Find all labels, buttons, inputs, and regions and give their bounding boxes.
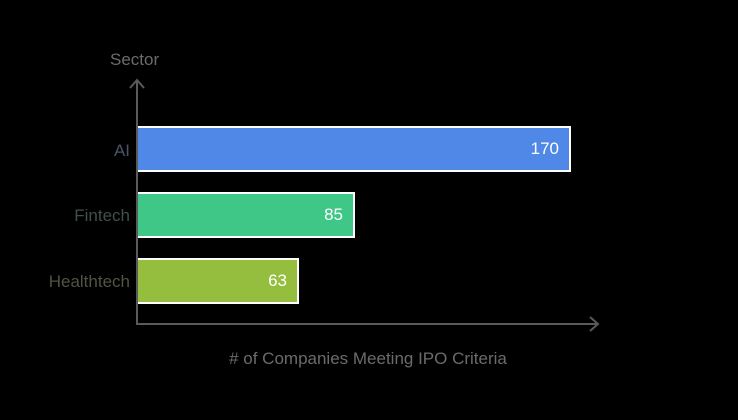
category-label-ai: AI (113, 141, 130, 160)
category-label-fintech: Fintech (74, 206, 130, 225)
bar-value-fintech: 85 (324, 205, 343, 224)
bar-ai[interactable]: 170 (138, 126, 571, 172)
bar-healthtech[interactable]: 63 (138, 258, 299, 304)
bar-value-healthtech: 63 (268, 271, 287, 290)
x-axis-title-text: # of Companies Meeting IPO Criteria (229, 349, 507, 368)
x-axis-title: # of Companies Meeting IPO Criteria (0, 349, 738, 369)
x-axis-arrow-icon (589, 316, 600, 332)
bar-fintech[interactable]: 85 (138, 192, 355, 238)
y-axis-title: Sector (110, 50, 160, 69)
y-axis-arrow-icon (129, 78, 145, 89)
category-label-healthtech: Healthtech (48, 272, 130, 291)
bar-value-ai: 170 (530, 139, 559, 158)
